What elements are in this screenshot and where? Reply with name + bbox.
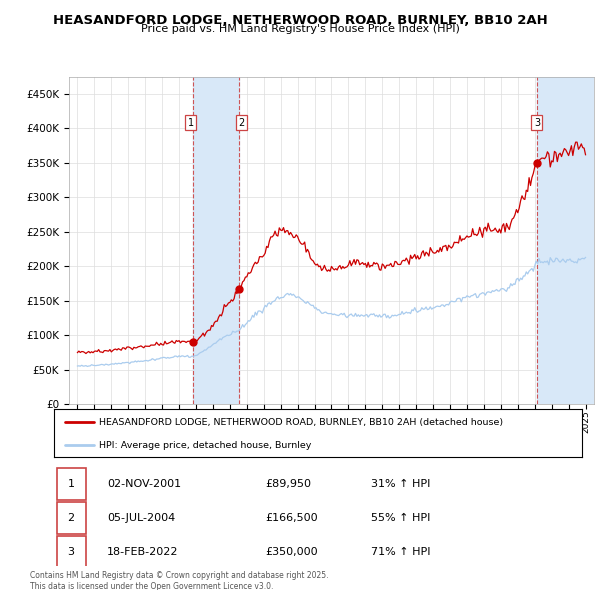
FancyBboxPatch shape <box>56 536 86 568</box>
FancyBboxPatch shape <box>56 502 86 534</box>
Text: 2: 2 <box>238 118 244 128</box>
Text: Contains HM Land Registry data © Crown copyright and database right 2025.
This d: Contains HM Land Registry data © Crown c… <box>30 571 329 590</box>
Text: 71% ↑ HPI: 71% ↑ HPI <box>371 547 430 557</box>
FancyBboxPatch shape <box>56 468 86 500</box>
Text: 05-JUL-2004: 05-JUL-2004 <box>107 513 175 523</box>
Bar <box>537 77 594 404</box>
Text: 1: 1 <box>188 118 194 128</box>
Text: HPI: Average price, detached house, Burnley: HPI: Average price, detached house, Burn… <box>99 441 311 450</box>
Text: 3: 3 <box>534 118 540 128</box>
Text: 02-NOV-2001: 02-NOV-2001 <box>107 479 181 489</box>
Bar <box>193 77 239 404</box>
Text: £350,000: £350,000 <box>265 547 318 557</box>
Text: 2: 2 <box>67 513 74 523</box>
Text: 31% ↑ HPI: 31% ↑ HPI <box>371 479 430 489</box>
Text: £166,500: £166,500 <box>265 513 318 523</box>
Text: HEASANDFORD LODGE, NETHERWOOD ROAD, BURNLEY, BB10 2AH (detached house): HEASANDFORD LODGE, NETHERWOOD ROAD, BURN… <box>99 418 503 427</box>
Text: £89,950: £89,950 <box>265 479 311 489</box>
Text: HEASANDFORD LODGE, NETHERWOOD ROAD, BURNLEY, BB10 2AH: HEASANDFORD LODGE, NETHERWOOD ROAD, BURN… <box>53 14 547 27</box>
Text: 1: 1 <box>67 479 74 489</box>
Text: 3: 3 <box>67 547 74 557</box>
Text: Price paid vs. HM Land Registry's House Price Index (HPI): Price paid vs. HM Land Registry's House … <box>140 24 460 34</box>
Text: 18-FEB-2022: 18-FEB-2022 <box>107 547 178 557</box>
Text: 55% ↑ HPI: 55% ↑ HPI <box>371 513 430 523</box>
